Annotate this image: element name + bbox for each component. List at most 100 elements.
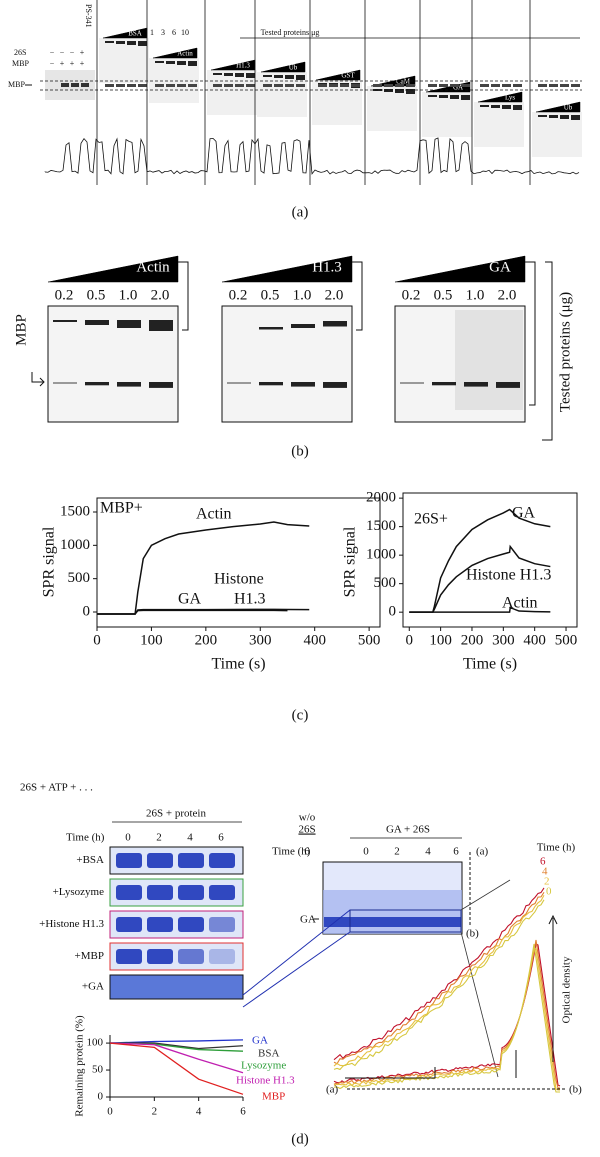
time: 4: [187, 832, 193, 844]
band: [560, 115, 569, 119]
protein-label: Actin: [136, 259, 170, 275]
density-curve: [333, 943, 560, 1093]
band: [560, 84, 569, 87]
band: [259, 327, 283, 330]
band: [105, 84, 114, 87]
dose: 6: [172, 28, 176, 37]
band: [259, 382, 283, 386]
tested-label: Tested proteins (μg): [557, 292, 573, 412]
sign: −: [60, 48, 65, 57]
protein-label: GA: [489, 259, 511, 275]
mbp-label: MBP: [13, 314, 29, 346]
band: [138, 41, 147, 46]
time: 6: [218, 832, 224, 844]
band: [178, 917, 204, 932]
y-axis-label: SPR signal: [342, 526, 359, 597]
density-curve: [333, 892, 545, 1065]
band: [81, 83, 89, 87]
band: [209, 917, 235, 932]
wedge: [260, 61, 306, 73]
band: [461, 84, 470, 87]
band: [155, 84, 164, 87]
band: [323, 382, 347, 388]
smear: [323, 890, 462, 934]
band-label: GA: [300, 914, 316, 926]
row-label: 26S: [14, 48, 26, 57]
band: [147, 917, 173, 932]
time: 4: [425, 846, 431, 858]
x-tick-label: 400: [523, 632, 546, 648]
band: [549, 115, 558, 118]
band: [291, 324, 315, 328]
band: [274, 84, 283, 87]
y-tick-label: 1000: [60, 537, 90, 553]
tested-label: Tested proteins μg: [261, 28, 320, 37]
series-label: Histone H1.3: [236, 1075, 295, 1087]
band: [406, 89, 415, 94]
band: [406, 84, 415, 87]
y-tick-label: 1000: [366, 547, 396, 563]
x-tick-label: 500: [358, 632, 381, 648]
band: [155, 61, 164, 63]
annotation: 26S+: [414, 511, 448, 528]
band: [491, 84, 500, 87]
band: [384, 89, 393, 92]
band: [53, 382, 77, 384]
sign: +: [80, 59, 85, 68]
band: [116, 917, 142, 932]
y-axis-label: Remaining protein (%): [74, 1015, 86, 1117]
row-label: +GA: [82, 981, 104, 993]
y-tick-label: 0: [83, 603, 91, 619]
band: [428, 95, 437, 97]
band: [439, 84, 448, 87]
bracket-arrow: [352, 261, 363, 331]
density-curve: [333, 939, 560, 1089]
series-label: GA: [252, 1035, 268, 1047]
band: [263, 84, 272, 87]
band: [177, 84, 186, 87]
band: [285, 75, 294, 79]
band: [224, 73, 233, 76]
annotation: Histone H1.3: [466, 567, 551, 584]
series-line: [97, 521, 310, 615]
x-tick-label: 400: [303, 632, 326, 648]
plot-frame: [402, 492, 578, 628]
y-tick-label: 100: [87, 1037, 104, 1049]
x-axis-label: Time (s): [463, 656, 517, 673]
arrow: [31, 372, 45, 387]
marker-label: (a): [476, 846, 489, 858]
rule: [242, 909, 351, 996]
panel-label: (b): [291, 443, 309, 459]
time: 2: [394, 846, 400, 858]
time-label: Time (h): [537, 842, 576, 854]
protein-label: Ub: [289, 64, 298, 72]
wedge: [477, 91, 523, 103]
band: [324, 917, 461, 927]
dose: 1.0: [466, 287, 485, 303]
series-label: MBP: [262, 1091, 285, 1103]
x-tick-label: 6: [240, 1106, 246, 1118]
row-label: +MBP: [75, 950, 104, 962]
band: [177, 61, 186, 65]
sign: +: [70, 59, 75, 68]
band: [538, 84, 547, 87]
band: [224, 84, 233, 87]
series-line: [409, 606, 551, 613]
band: [127, 41, 136, 45]
dose: 1.0: [293, 287, 312, 303]
band: [538, 115, 547, 117]
band: [85, 320, 109, 325]
dose: 2.0: [151, 287, 170, 303]
band: [166, 84, 175, 87]
band: [513, 84, 522, 87]
y-tick-label: 0: [98, 1091, 104, 1103]
series-line: [109, 1039, 244, 1044]
band: [227, 382, 251, 384]
band: [502, 105, 511, 109]
band: [351, 84, 360, 87]
protein-label: H1.3: [236, 62, 250, 70]
band: [138, 84, 147, 87]
time: 6: [453, 846, 459, 858]
